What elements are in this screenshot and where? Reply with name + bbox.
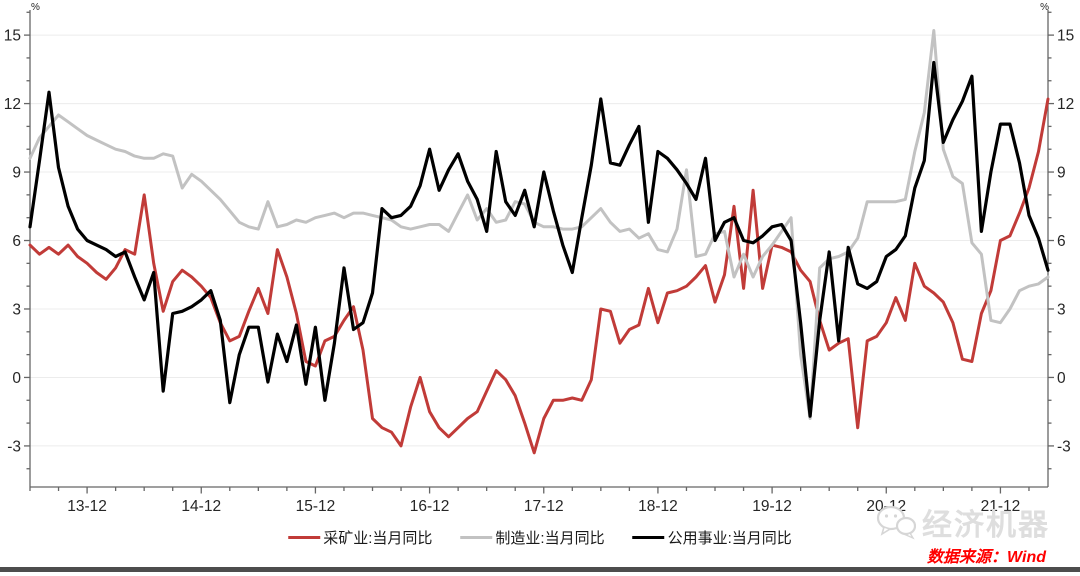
y-axis-unit-right: % — [1040, 2, 1049, 13]
brand-watermark: 经济机器 — [876, 500, 1050, 544]
svg-text:6: 6 — [1057, 233, 1066, 250]
wechat-icon — [876, 505, 916, 540]
svg-text:14-12: 14-12 — [181, 498, 221, 515]
svg-text:21-12: 21-12 — [981, 498, 1021, 515]
svg-text:3: 3 — [1057, 301, 1066, 318]
svg-text:19-12: 19-12 — [752, 498, 792, 515]
svg-text:15: 15 — [4, 28, 21, 45]
svg-text:13-12: 13-12 — [67, 498, 107, 515]
legend: 采矿业:当月同比 制造业:当月同比 公用事业:当月同比 — [288, 527, 792, 548]
svg-text:6: 6 — [12, 233, 21, 250]
svg-text:9: 9 — [1057, 165, 1066, 182]
legend-label-utilities: 公用事业:当月同比 — [667, 530, 792, 547]
utilities-line-swatch — [632, 536, 665, 539]
svg-text:12: 12 — [4, 96, 21, 113]
svg-text:9: 9 — [12, 165, 21, 182]
svg-text:0: 0 — [1057, 370, 1066, 387]
svg-text:18-12: 18-12 — [638, 498, 678, 515]
svg-text:12: 12 — [1057, 96, 1074, 113]
legend-item-mining: 采矿业:当月同比 — [288, 527, 432, 548]
legend-item-utilities: 公用事业:当月同比 — [632, 527, 792, 548]
manufacturing-line-swatch — [460, 536, 493, 539]
legend-item-manufacturing: 制造业:当月同比 — [460, 527, 605, 548]
data-source-note: 数据来源：Wind — [927, 549, 1046, 566]
svg-text:-3: -3 — [1057, 438, 1071, 455]
svg-text:15: 15 — [1057, 28, 1074, 45]
y-axis-unit-left: % — [31, 2, 40, 13]
svg-text:17-12: 17-12 — [524, 498, 564, 515]
svg-text:3: 3 — [12, 301, 21, 318]
bottom-divider — [0, 567, 1080, 572]
svg-text:-3: -3 — [7, 438, 21, 455]
svg-text:0: 0 — [12, 370, 21, 387]
brand-watermark-text: 经济机器 — [922, 509, 1050, 542]
legend-label-manufacturing: 制造业:当月同比 — [495, 530, 605, 547]
svg-text:15-12: 15-12 — [296, 498, 336, 515]
legend-label-mining: 采矿业:当月同比 — [323, 530, 433, 547]
mining-line-swatch — [288, 536, 321, 539]
svg-text:16-12: 16-12 — [410, 498, 450, 515]
